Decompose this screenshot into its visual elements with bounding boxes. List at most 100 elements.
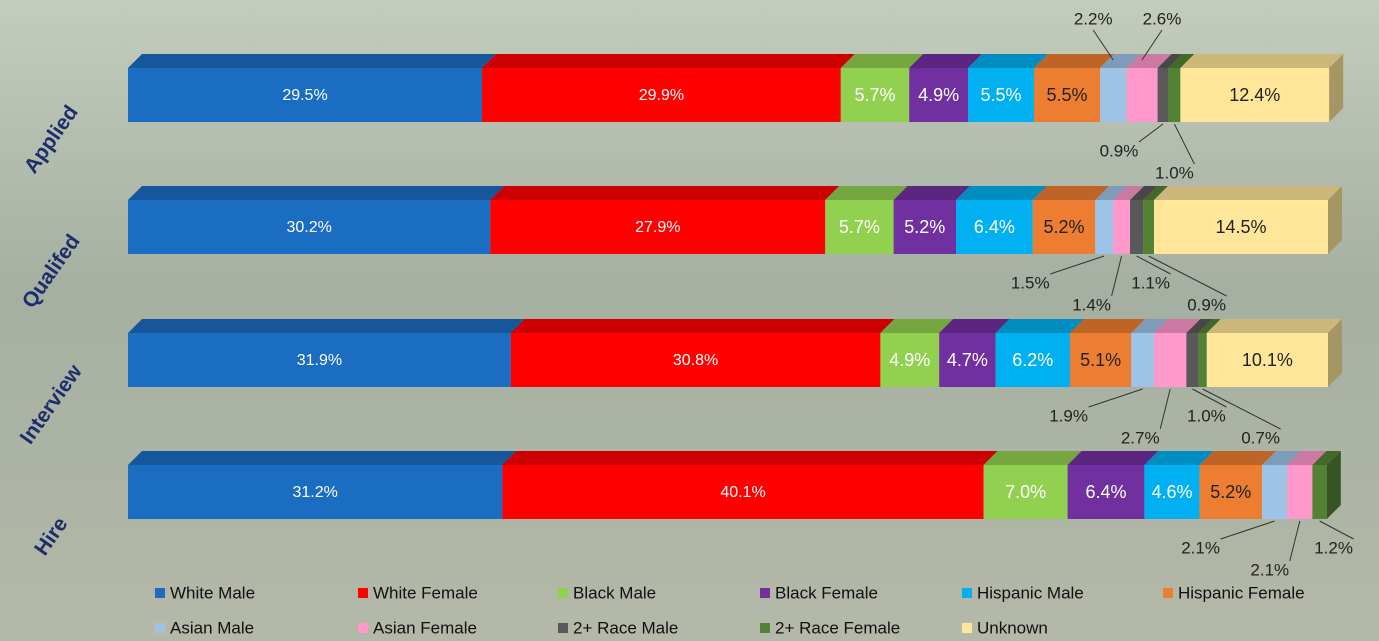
legend-label: 2+ Race Female	[775, 618, 900, 637]
data-label: 0.9%	[1100, 141, 1139, 160]
legend-swatch	[358, 623, 368, 633]
legend-label: Black Male	[573, 583, 656, 602]
data-label: 14.5%	[1215, 217, 1266, 237]
bar-top	[128, 319, 525, 333]
bar-front	[1154, 333, 1186, 387]
bar-top	[482, 54, 855, 68]
data-label: 1.0%	[1155, 163, 1194, 182]
bar-front	[1113, 200, 1130, 254]
bar-top	[1034, 54, 1114, 68]
data-label: 1.9%	[1049, 406, 1088, 425]
data-label: 6.4%	[1085, 482, 1126, 502]
data-label: 1.1%	[1131, 273, 1170, 292]
data-label: 30.2%	[287, 219, 332, 236]
legend-label: White Female	[373, 583, 478, 602]
data-label: 1.0%	[1187, 406, 1226, 425]
legend-label: Hispanic Female	[1178, 583, 1305, 602]
data-label: 40.1%	[720, 484, 765, 501]
data-label: 2.1%	[1181, 538, 1220, 557]
bar-top	[1068, 451, 1159, 465]
data-label: 1.2%	[1314, 538, 1353, 557]
bar-front	[1100, 68, 1126, 122]
bar-top	[1180, 54, 1343, 68]
bar-front	[1312, 465, 1326, 519]
legend-swatch	[155, 588, 165, 598]
bar-top	[490, 186, 839, 200]
legend-swatch	[760, 623, 770, 633]
data-label: 5.2%	[1043, 217, 1084, 237]
legend-swatch	[558, 623, 568, 633]
data-label: 5.5%	[980, 85, 1021, 105]
bar-top	[1154, 186, 1342, 200]
bar-front	[1131, 333, 1154, 387]
legend-swatch	[358, 588, 368, 598]
data-label: 2.7%	[1121, 428, 1160, 447]
data-label: 1.4%	[1072, 295, 1111, 314]
chart: Applied29.5%29.9%5.7%4.9%5.5%5.5%2.2%2.6…	[0, 0, 1379, 641]
legend-label: Asian Female	[373, 618, 477, 637]
legend-label: Hispanic Male	[977, 583, 1084, 602]
data-label: 7.0%	[1005, 482, 1046, 502]
legend-label: Black Female	[775, 583, 878, 602]
data-label: 29.5%	[282, 87, 327, 104]
bar-segment	[1312, 451, 1340, 519]
data-label: 5.5%	[1046, 85, 1087, 105]
legend-swatch	[558, 588, 568, 598]
bar-top	[956, 186, 1047, 200]
data-label: 2.1%	[1250, 560, 1289, 579]
bar-front	[1262, 465, 1287, 519]
bar-top	[825, 186, 907, 200]
legend-swatch	[1163, 588, 1173, 598]
legend-label: White Male	[170, 583, 255, 602]
legend-swatch	[962, 623, 972, 633]
data-label: 5.2%	[1210, 482, 1251, 502]
bar-front	[1198, 333, 1206, 387]
data-label: 1.5%	[1011, 273, 1050, 292]
data-label: 5.7%	[854, 85, 895, 105]
legend-swatch	[962, 588, 972, 598]
data-label: 5.7%	[839, 217, 880, 237]
legend-label: Asian Male	[170, 618, 254, 637]
data-label: 0.7%	[1241, 428, 1280, 447]
data-label: 6.4%	[974, 217, 1015, 237]
bar-top	[502, 451, 997, 465]
data-label: 5.1%	[1080, 350, 1121, 370]
data-label: 6.2%	[1012, 350, 1053, 370]
bar-front	[1168, 68, 1180, 122]
bar-front	[1095, 200, 1113, 254]
bar-front	[1287, 465, 1312, 519]
data-label: 0.9%	[1187, 295, 1226, 314]
bar-front	[1126, 68, 1157, 122]
data-label: 4.9%	[918, 85, 959, 105]
bar-front	[1158, 68, 1169, 122]
bar-top	[984, 451, 1082, 465]
legend-label: Unknown	[977, 618, 1048, 637]
bar-top	[128, 54, 496, 68]
data-label: 27.9%	[635, 219, 680, 236]
bar-top	[128, 186, 504, 200]
legend-swatch	[760, 588, 770, 598]
bar-front	[1130, 200, 1143, 254]
data-label: 31.9%	[297, 352, 342, 369]
legend-swatch	[155, 623, 165, 633]
bar-front	[1186, 333, 1198, 387]
data-label: 4.6%	[1151, 482, 1192, 502]
data-label: 12.4%	[1229, 85, 1280, 105]
bar-top	[511, 319, 895, 333]
bar-front	[1143, 200, 1154, 254]
data-label: 29.9%	[639, 87, 684, 104]
data-label: 10.1%	[1242, 350, 1293, 370]
data-label: 30.8%	[673, 352, 718, 369]
data-label: 2.2%	[1074, 9, 1113, 28]
data-label: 5.2%	[904, 217, 945, 237]
bar-top	[841, 54, 923, 68]
bar-top	[996, 319, 1084, 333]
bar-top	[1207, 319, 1342, 333]
data-label: 31.2%	[293, 484, 338, 501]
bar-top	[968, 54, 1048, 68]
data-label: 4.7%	[947, 350, 988, 370]
bar-top	[128, 451, 516, 465]
data-label: 2.6%	[1143, 9, 1182, 28]
data-label: 4.9%	[889, 350, 930, 370]
legend-label: 2+ Race Male	[573, 618, 678, 637]
